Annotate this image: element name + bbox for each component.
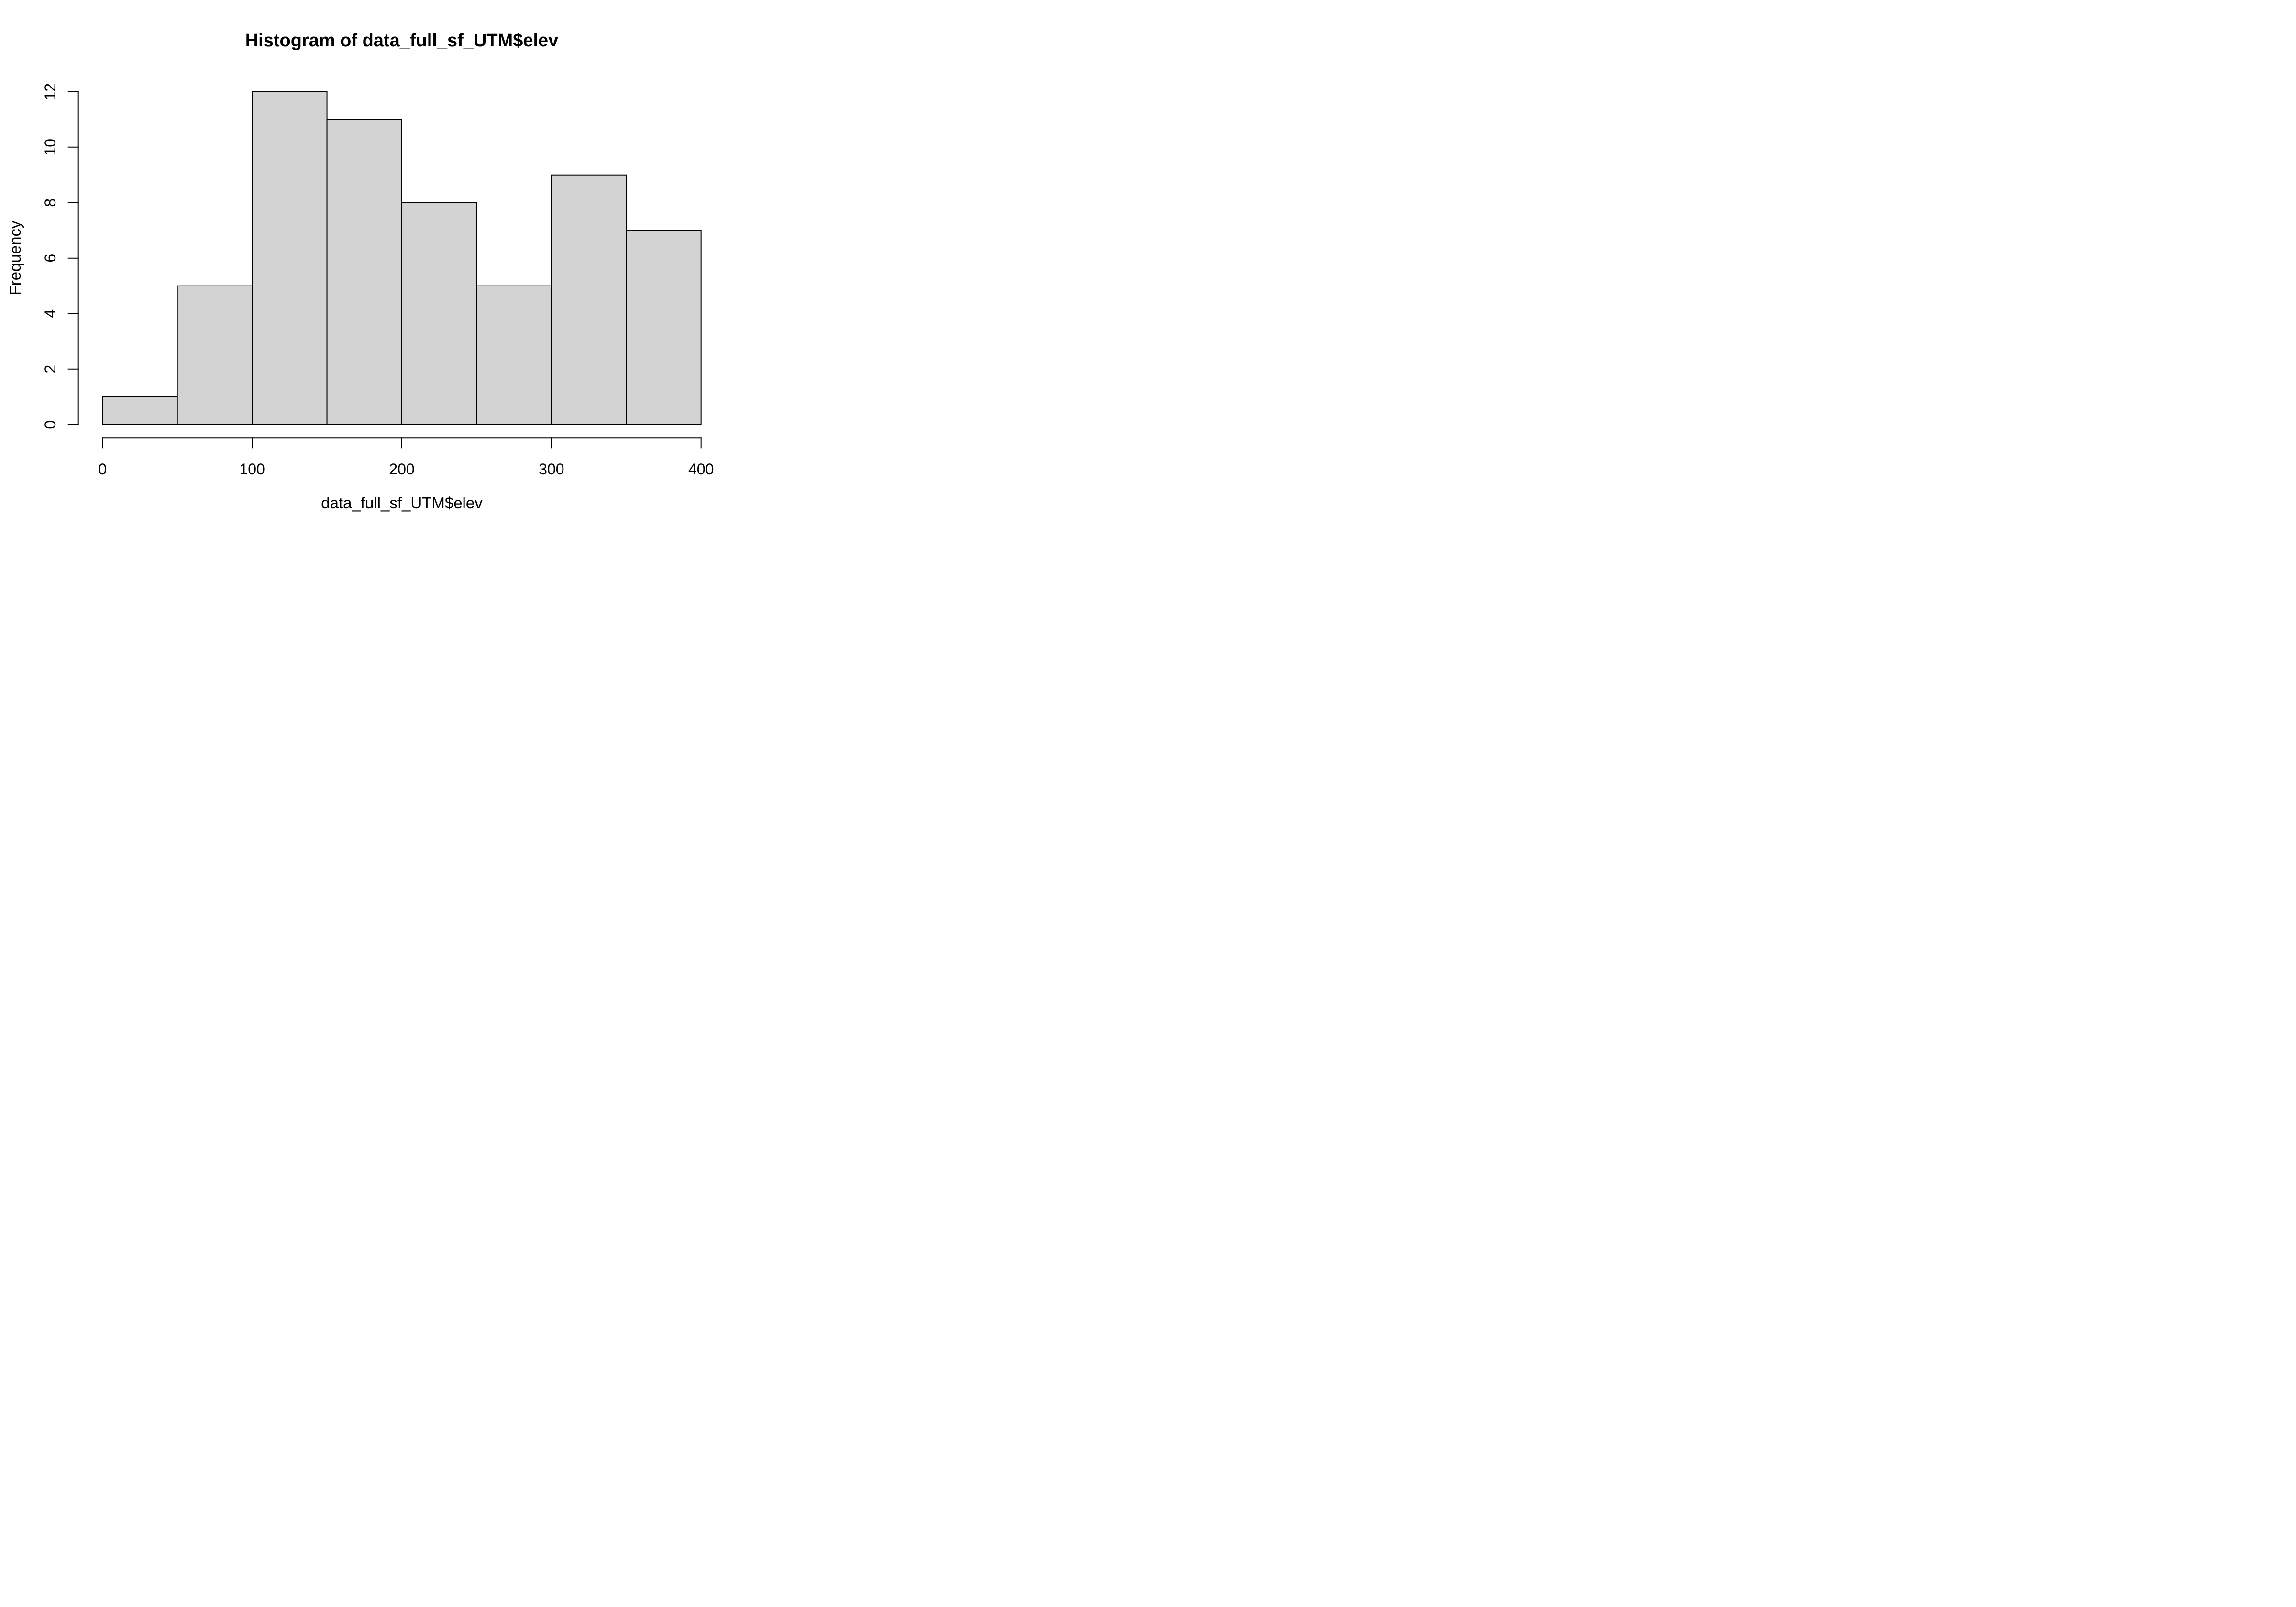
histogram-bar [626,230,702,425]
y-tick-label: 4 [42,309,59,318]
histogram-bar [551,174,627,425]
histogram-bar [252,91,328,425]
y-tick-label: 10 [42,139,59,156]
histogram-bar [476,285,552,425]
x-tick-label: 0 [98,461,107,478]
x-tick-label: 400 [688,461,714,478]
histogram-bar [326,119,403,425]
y-tick-label: 6 [42,254,59,263]
x-tick-label: 100 [239,461,265,478]
x-axis: 0 100 200 300 400 [98,437,714,478]
histogram-bar [177,285,253,425]
y-tick-label: 2 [42,365,59,374]
y-tick-label: 12 [42,83,59,100]
histogram-chart: Histogram of data_full_sf_UTM$elev 0 2 4 6 8… [6,31,714,512]
y-axis-label: Frequency [6,220,24,295]
histogram-bar [102,396,178,425]
y-axis: 0 2 4 6 8 10 12 [42,83,79,429]
chart-title: Histogram of data_full_sf_UTM$elev [245,31,559,51]
histogram-figure: Histogram of data_full_sf_UTM$elev 0 2 4 6 8… [0,0,765,536]
bars-group [102,91,702,425]
histogram-bar [401,202,477,425]
x-tick-label: 200 [389,461,414,478]
y-tick-label: 8 [42,198,59,207]
x-tick-label: 300 [539,461,564,478]
x-axis-label: data_full_sf_UTM$elev [321,494,483,512]
y-tick-label: 0 [42,420,59,429]
